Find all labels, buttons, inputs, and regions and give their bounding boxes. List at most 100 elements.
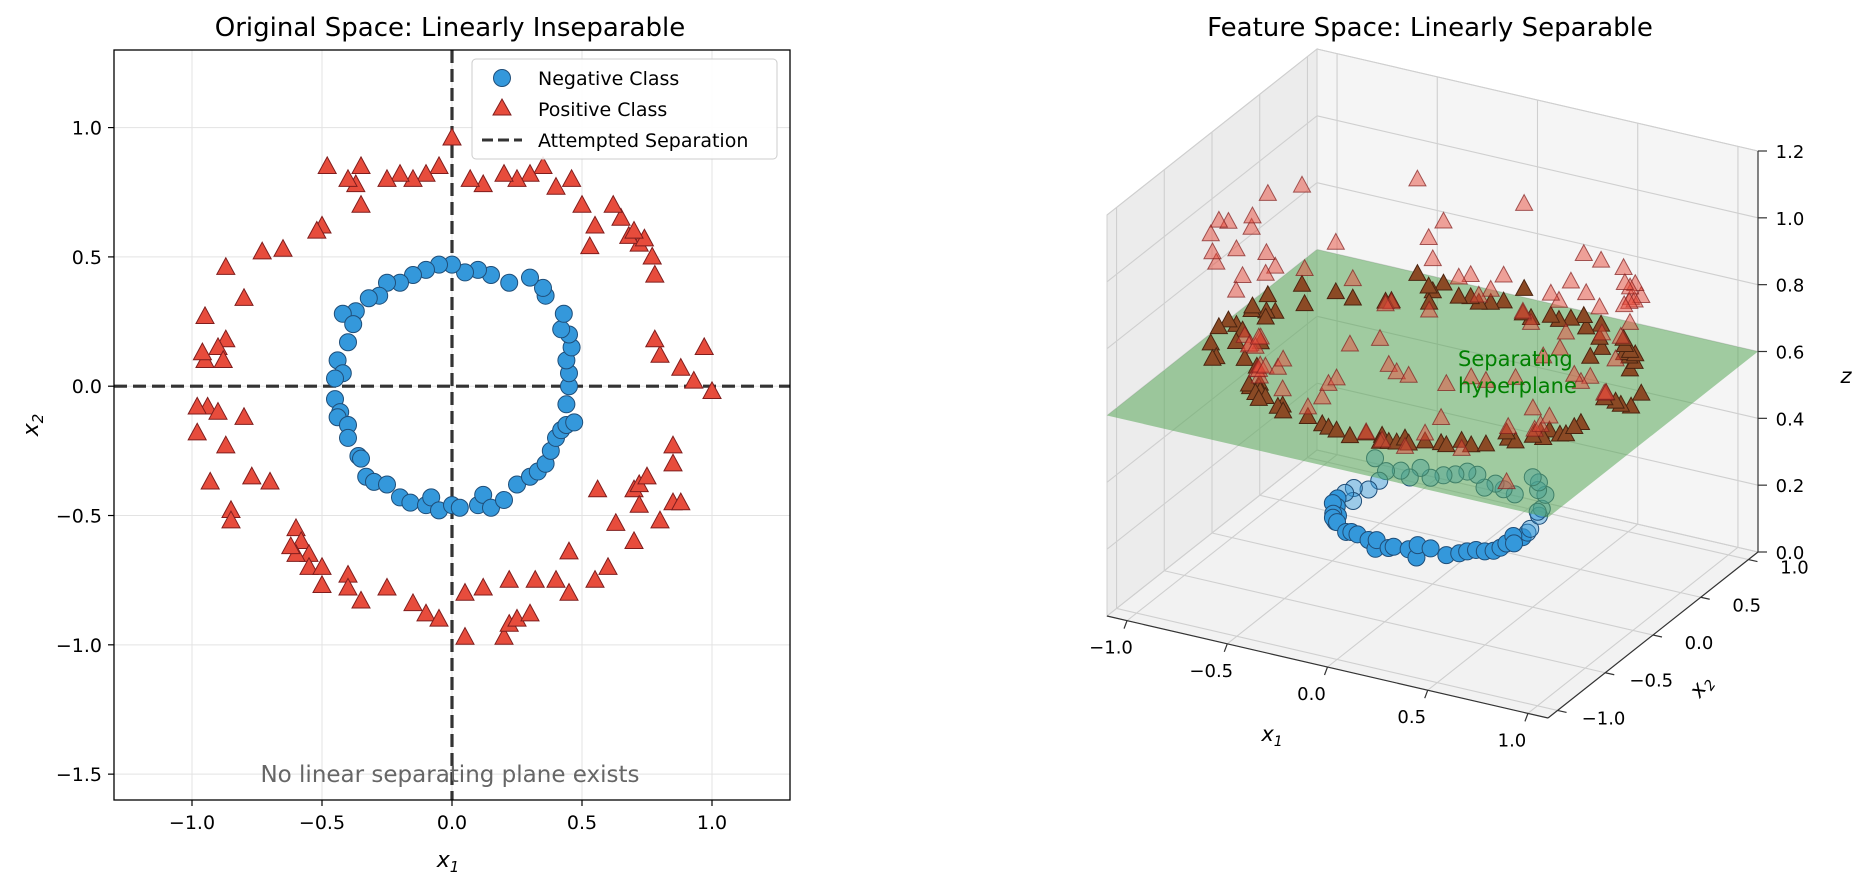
positive-point — [579, 236, 600, 255]
3d-negative-point — [1359, 480, 1378, 499]
legend-negative-label: Negative Class — [538, 68, 679, 90]
positive-point — [429, 608, 449, 627]
left-y-tick-label: 0.0 — [72, 376, 102, 398]
3d-positive-point — [1273, 378, 1293, 397]
positive-point — [192, 342, 213, 361]
3d-x-tick-mark — [1223, 643, 1228, 653]
3d-positive-point — [1592, 323, 1612, 341]
left-x-tick-label: −1.0 — [169, 812, 215, 834]
positive-point — [663, 453, 683, 472]
3d-x-tick-label: 1.0 — [1498, 730, 1527, 751]
3d-positive-point — [1550, 338, 1570, 356]
3d-positive-point — [1576, 282, 1596, 301]
left-y-label-main: x — [19, 422, 44, 437]
3d-negative-point — [1421, 539, 1440, 558]
3d-z-tick-label: 0.4 — [1776, 409, 1805, 430]
positive-point — [637, 466, 657, 485]
positive-point — [312, 556, 332, 575]
3d-positive-point — [1298, 397, 1318, 415]
3d-positive-point — [1201, 223, 1221, 242]
3d-positive-point — [1614, 294, 1634, 313]
3d-positive-point-projected — [1219, 310, 1238, 328]
positive-point — [494, 626, 514, 645]
left-x-tick-label: 0.0 — [437, 812, 467, 834]
3d-positive-point-projected — [1243, 296, 1262, 314]
positive-point — [403, 168, 423, 187]
3d-z-tick-label: 0.8 — [1776, 276, 1805, 297]
positive-point — [252, 241, 273, 260]
3d-positive-point — [1242, 217, 1262, 235]
positive-point — [702, 380, 722, 400]
3d-positive-point — [1408, 169, 1427, 187]
positive-point — [642, 246, 663, 265]
3d-positive-point — [1494, 265, 1514, 283]
3d-z-tick-label: 1.0 — [1776, 209, 1805, 230]
positive-point — [611, 207, 631, 226]
3d-positive-point — [1521, 312, 1541, 330]
3d-positive-point — [1327, 368, 1346, 386]
positive-point — [572, 194, 592, 213]
3d-negative-point — [1521, 519, 1540, 538]
3d-positive-point-projected — [1436, 434, 1456, 453]
left-x-tick-label: 1.0 — [697, 812, 727, 834]
hyperplane-label-line1: Separating — [1458, 347, 1573, 371]
3d-positive-point — [1540, 406, 1559, 424]
3d-positive-point — [1614, 257, 1633, 275]
3d-positive-point — [1419, 227, 1439, 246]
negative-point — [521, 268, 539, 287]
3d-y-tick-label: 1.0 — [1780, 558, 1809, 579]
3d-positive-point — [1591, 250, 1611, 268]
positive-point — [215, 256, 236, 275]
right-x-axis-label: x1 — [1260, 722, 1282, 750]
3d-positive-point — [1449, 267, 1469, 285]
3d-positive-point — [1590, 297, 1609, 315]
3d-y-tick-mark — [1557, 709, 1567, 714]
3d-positive-point — [1513, 301, 1533, 319]
positive-point — [650, 510, 670, 529]
legend-separation-label: Attempted Separation — [538, 130, 748, 152]
left-y-axis-label: x2 — [19, 414, 47, 438]
negative-point — [534, 278, 552, 297]
positive-point — [442, 127, 462, 146]
floor-y-gridline — [1164, 570, 1606, 674]
hyperplane-label-line2: hyperplane — [1458, 374, 1577, 398]
3d-positive-point-projected — [1561, 308, 1581, 326]
legend-positive-label: Positive Class — [538, 99, 667, 121]
3d-positive-point — [1611, 326, 1631, 344]
3d-positive-point — [1476, 370, 1496, 388]
positive-point — [306, 220, 327, 239]
3d-x-tick-label: −1.0 — [1089, 638, 1133, 659]
3d-positive-point — [1580, 366, 1600, 384]
positive-point — [546, 176, 566, 195]
3d-positive-point — [1481, 279, 1501, 297]
positive-point — [377, 577, 397, 596]
positive-point — [195, 305, 215, 325]
3d-positive-point — [1506, 367, 1525, 385]
left-x-tick-label: 0.5 — [567, 812, 597, 834]
positive-point — [455, 582, 475, 601]
3d-positive-point — [1256, 356, 1275, 374]
3d-positive-point-projected — [1258, 284, 1278, 303]
3d-positive-point — [1227, 238, 1246, 257]
positive-point — [473, 577, 494, 596]
positive-point — [546, 569, 566, 588]
positive-point — [603, 194, 624, 213]
floor-y-gridline — [1211, 532, 1654, 636]
negative-point — [326, 369, 344, 388]
separation-lines — [114, 50, 790, 800]
3d-positive-point — [1514, 193, 1534, 211]
positive-point — [455, 626, 475, 645]
positive-point — [694, 336, 715, 356]
3d-positive-point-projected — [1494, 291, 1514, 309]
positive-point — [624, 530, 644, 550]
negative-point — [450, 498, 469, 517]
negative-point — [344, 315, 363, 334]
3d-positive-point — [1615, 272, 1635, 290]
3d-positive-point — [1574, 243, 1594, 261]
3d-y-tick-label: −0.5 — [1629, 671, 1673, 692]
3d-positive-point-projected — [1326, 281, 1346, 300]
positive-point — [525, 569, 546, 588]
left-chart: Original Space: Linearly Inseparable −1.… — [19, 13, 791, 876]
negative-point — [401, 493, 420, 512]
floor-y-gridline — [1116, 607, 1558, 711]
